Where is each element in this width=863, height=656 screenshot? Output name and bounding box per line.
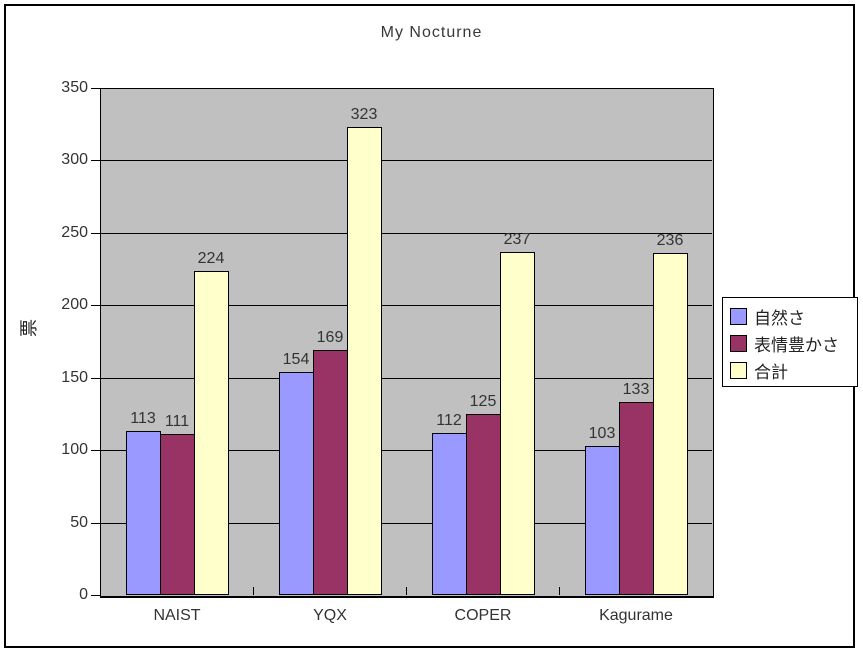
bar-Kagurame-合計 xyxy=(653,253,688,595)
y-axis-label-300: 300 xyxy=(61,151,88,168)
x-axis-label-Kagurame: Kagurame xyxy=(599,607,673,624)
gridline-200 xyxy=(100,305,712,306)
legend-swatch-2 xyxy=(730,335,747,352)
y-axis-tick-200 xyxy=(91,305,100,306)
bar-value-NAIST-自然さ: 113 xyxy=(130,410,156,427)
bar-value-YQX-自然さ: 154 xyxy=(282,351,310,368)
y-axis-tick-100 xyxy=(91,450,100,451)
legend-label-2: 表情豊かさ xyxy=(754,336,839,355)
bar-YQX-表情豊かさ xyxy=(313,350,348,595)
bar-value-Kagurame-表情豊かさ: 133 xyxy=(622,381,650,398)
legend-swatch-1 xyxy=(730,308,747,325)
chart-title: My Nocturne xyxy=(380,24,483,41)
y-axis-tick-0 xyxy=(91,595,100,596)
gridline-100 xyxy=(100,450,712,451)
y-axis-label-150: 150 xyxy=(61,369,88,386)
bar-COPER-表情豊かさ xyxy=(466,414,501,595)
legend-swatch-3 xyxy=(730,362,747,379)
legend-label-1: 自然さ xyxy=(754,309,805,328)
category-tick-3 xyxy=(559,587,560,595)
y-axis-title: 票 xyxy=(19,319,39,337)
bar-YQX-自然さ xyxy=(279,372,314,595)
legend-item-2: 表情豊かさ xyxy=(730,330,857,357)
y-axis-label-200: 200 xyxy=(61,296,88,313)
gridline-250 xyxy=(100,233,712,234)
y-axis-label-250: 250 xyxy=(61,224,88,241)
bar-value-NAIST-合計: 224 xyxy=(197,250,225,267)
gridline-50 xyxy=(100,523,712,524)
category-tick-2 xyxy=(406,587,407,595)
bar-value-Kagurame-合計: 236 xyxy=(656,232,684,249)
y-axis-tick-150 xyxy=(91,378,100,379)
y-axis-label-50: 50 xyxy=(70,514,88,531)
bar-value-Kagurame-自然さ: 103 xyxy=(588,425,616,442)
legend-item-3: 合計 xyxy=(730,357,857,384)
bar-value-NAIST-表情豊かさ: 111 xyxy=(164,413,190,430)
y-axis-tick-300 xyxy=(91,160,100,161)
y-axis-label-350: 350 xyxy=(61,79,88,96)
y-axis-tick-350 xyxy=(91,88,100,89)
y-axis-tick-250 xyxy=(91,233,100,234)
bar-value-COPER-表情豊かさ: 125 xyxy=(469,393,497,410)
gridline-150 xyxy=(100,378,712,379)
y-axis-label-100: 100 xyxy=(61,441,88,458)
y-axis-tick-50 xyxy=(91,523,100,524)
bar-value-COPER-自然さ: 112 xyxy=(436,412,462,429)
category-tick-1 xyxy=(253,587,254,595)
bar-Kagurame-自然さ xyxy=(585,446,620,595)
bar-Kagurame-表情豊かさ xyxy=(619,402,654,595)
y-axis-label-0: 0 xyxy=(79,586,88,603)
bar-value-YQX-表情豊かさ: 169 xyxy=(316,329,344,346)
bar-NAIST-表情豊かさ xyxy=(160,434,195,595)
x-axis-label-COPER: COPER xyxy=(454,607,512,624)
legend: 自然さ表情豊かさ合計 xyxy=(722,297,858,387)
bar-NAIST-合計 xyxy=(194,271,229,595)
legend-label-3: 合計 xyxy=(754,363,788,382)
bar-COPER-合計 xyxy=(500,252,535,595)
bar-value-COPER-合計: 237 xyxy=(503,231,531,248)
legend-item-1: 自然さ xyxy=(730,303,857,330)
bar-YQX-合計 xyxy=(347,127,382,595)
bar-COPER-自然さ xyxy=(432,433,467,595)
bar-NAIST-自然さ xyxy=(126,431,161,595)
x-axis-label-NAIST: NAIST xyxy=(153,607,201,624)
bar-value-YQX-合計: 323 xyxy=(350,106,378,123)
gridline-300 xyxy=(100,160,712,161)
x-axis-label-YQX: YQX xyxy=(313,607,347,624)
